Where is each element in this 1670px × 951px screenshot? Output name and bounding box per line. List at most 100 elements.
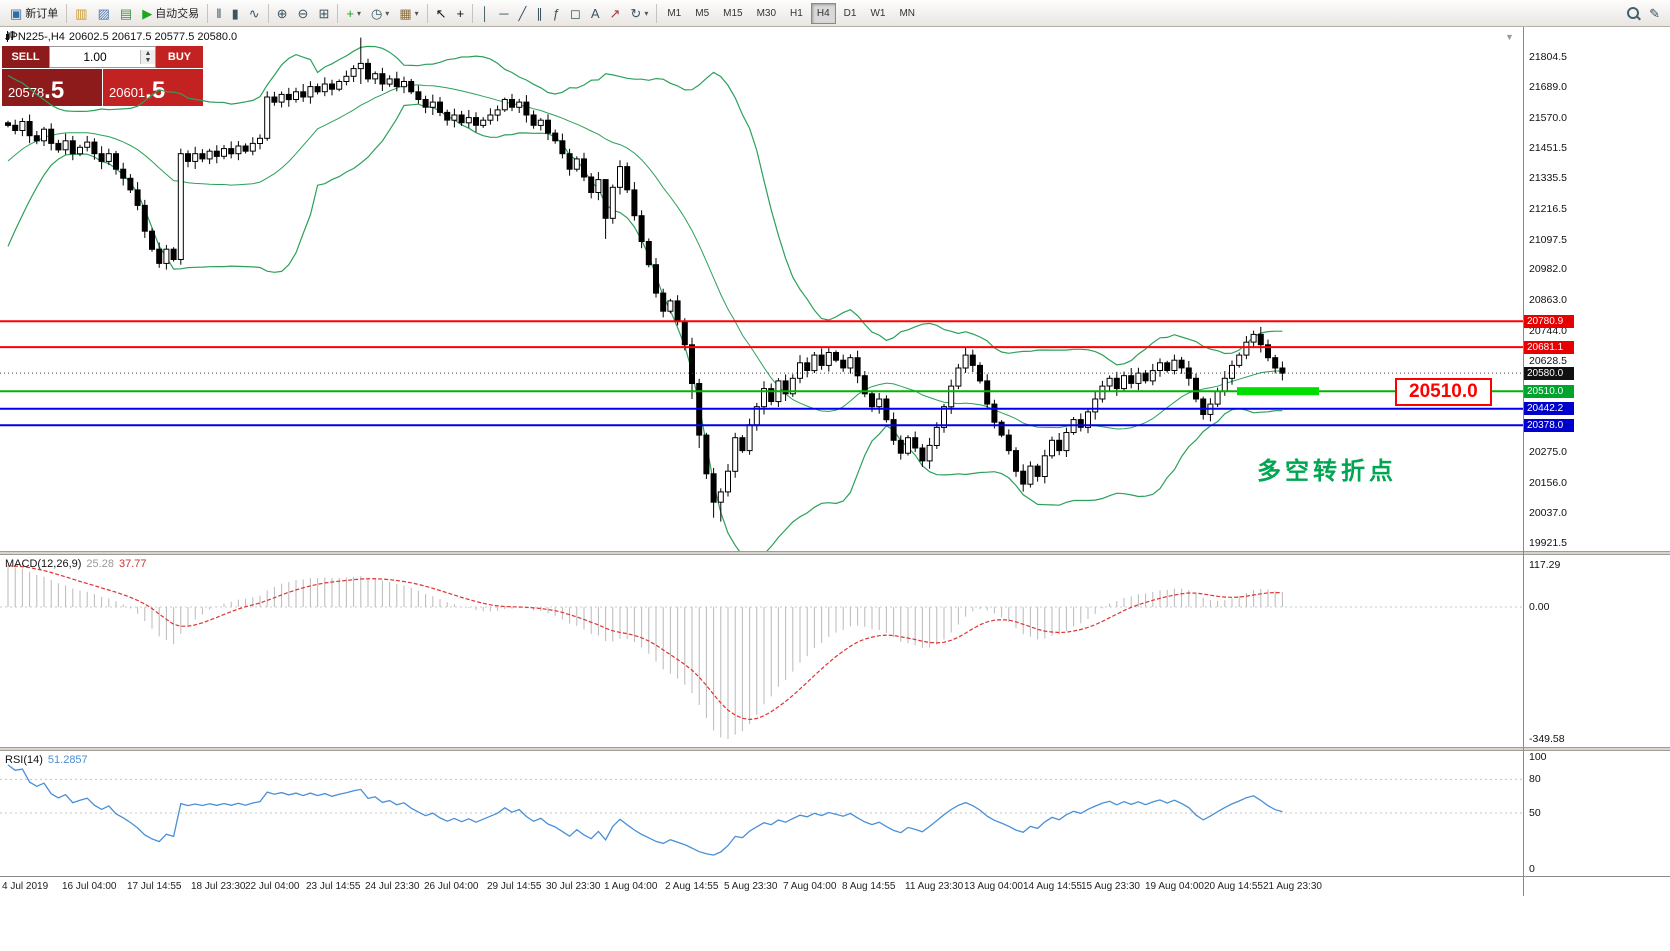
toolbar: ▣ 新订单 ▥ ▨ ▤ ▶ 自动交易 ‖ ▮ ∿ ⊕ ⊖ ⊞ + ▾ ◷ ▾ ▦ ▾ ↖ + │ ─ ╱ ∥ ƒ ◻ A ↗ ↻ ▾ M1 M5… — [0, 0, 1670, 27]
main-price-panel[interactable]: JPN225-,H4 20602.5 20617.5 20577.5 20580… — [0, 27, 1670, 551]
time-axis-label: 8 Aug 14:55 — [842, 881, 896, 892]
timeframe-m1[interactable]: M1 — [667, 7, 682, 19]
bollinger-bands — [7, 45, 1283, 551]
line-chart-icon: ∿ — [248, 5, 260, 21]
text-icon: A — [590, 5, 600, 21]
volume-up-icon[interactable]: ▲ — [141, 50, 155, 57]
buy-price-main: 20601 — [109, 85, 146, 100]
volume-stepper[interactable]: ▲ ▼ — [140, 50, 155, 64]
volume-field[interactable]: ▲ ▼ — [49, 46, 156, 68]
new-order-icon: ▣ — [10, 5, 23, 21]
charts-button[interactable]: ▨ — [93, 2, 115, 25]
panel-splitter[interactable] — [0, 551, 1670, 555]
timeframe-m30[interactable]: M30 — [756, 7, 777, 19]
macd-histogram — [7, 565, 1283, 739]
trendline-button[interactable]: ╱ — [513, 2, 531, 25]
chart-window[interactable]: JPN225-,H4 20602.5 20617.5 20577.5 20580… — [0, 27, 1670, 951]
zoom-in-icon: ⊕ — [276, 5, 288, 21]
candlestick-button[interactable]: ▮ — [227, 2, 244, 25]
time-axis-label: 4 Jul 2019 — [2, 881, 49, 892]
timeframe-d1[interactable]: D1 — [843, 7, 857, 19]
timeframe-w1[interactable]: W1 — [870, 7, 886, 19]
one-click-trading-panel[interactable]: SELL ▲ ▼ BUY 20578 .5 20601 .5 — [2, 46, 203, 106]
bar-chart-button[interactable]: ‖ — [211, 2, 226, 25]
macd-canvas[interactable] — [0, 555, 1523, 747]
tile-windows-button[interactable]: ⊞ — [313, 2, 334, 25]
time-axis-label: 1 Aug 04:00 — [604, 881, 658, 892]
cursor-icon: ↖ — [435, 5, 447, 21]
time-axis-label: 20 Aug 14:55 — [1204, 881, 1263, 892]
macd-signal-value: 37.77 — [118, 558, 147, 570]
toolbar-separator — [656, 3, 658, 23]
rsi-panel[interactable]: RSI(14) 51.2857 — [0, 751, 1670, 876]
sell-price[interactable]: 20578 .5 — [2, 69, 102, 106]
shapes-icon: ◻ — [570, 5, 581, 21]
zoom-in-button[interactable]: ⊕ — [272, 2, 293, 25]
quick-edit-button[interactable]: ✎ — [1644, 2, 1665, 25]
text-button[interactable]: A — [586, 2, 605, 25]
line-chart-button[interactable]: ∿ — [244, 2, 265, 25]
time-axis-label: 14 Aug 14:55 — [1023, 881, 1082, 892]
macd-panel[interactable]: MACD(12,26,9) 25.28 37.77 — [0, 555, 1670, 747]
rsi-name: RSI(14) — [5, 754, 43, 766]
cursor-button[interactable]: ↖ — [431, 2, 452, 25]
buy-price[interactable]: 20601 .5 — [103, 69, 203, 106]
main-chart-canvas[interactable] — [0, 27, 1523, 551]
rsi-header: RSI(14) 51.2857 — [5, 754, 88, 766]
symbol-icon — [6, 31, 15, 42]
profiles-button[interactable]: ▥ — [70, 2, 92, 25]
horizontal-levels[interactable] — [0, 320, 1523, 427]
indicators-button[interactable]: + ▾ — [346, 5, 361, 21]
new-order-button[interactable]: ▣ 新订单 — [10, 5, 59, 21]
panel-splitter[interactable] — [0, 747, 1670, 751]
volume-input[interactable] — [50, 49, 140, 65]
turning-point-label[interactable]: 多空转折点 — [1257, 458, 1397, 485]
timeframe-h4[interactable]: H4 — [810, 2, 836, 24]
buy-button[interactable]: BUY — [156, 46, 203, 68]
time-axis-label: 18 Jul 23:30 — [191, 881, 246, 892]
timeframe-m5[interactable]: M5 — [695, 7, 710, 19]
autotrading-button[interactable]: ▶ 自动交易 — [142, 5, 200, 21]
trendline-icon: ╱ — [518, 5, 527, 21]
cycles-icon: ↻ — [630, 5, 642, 21]
rsi-canvas[interactable] — [0, 751, 1523, 876]
data-window-icon: ▤ — [119, 5, 133, 21]
time-axis[interactable]: 4 Jul 2019 16 Jul 04:00 17 Jul 14:55 18 Jul… — [0, 876, 1670, 897]
time-axis-label: 2 Aug 14:55 — [665, 881, 719, 892]
arrow-button[interactable]: ↗ — [605, 2, 626, 25]
search-icon — [1627, 7, 1640, 19]
sell-button[interactable]: SELL — [2, 46, 49, 68]
time-axis-label: 15 Aug 23:30 — [1081, 881, 1140, 892]
search-button[interactable] — [1622, 2, 1644, 25]
zoom-out-button[interactable]: ⊖ — [293, 2, 314, 25]
volume-down-icon[interactable]: ▼ — [141, 57, 155, 64]
toolbar-separator — [426, 3, 428, 23]
horizontal-line-icon: ─ — [499, 5, 509, 21]
tile-windows-icon: ⊞ — [318, 5, 330, 21]
horizontal-line-button[interactable]: ─ — [494, 2, 513, 25]
price-callout-label[interactable]: 20510.0 — [1395, 378, 1492, 406]
time-axis-label: 29 Jul 14:55 — [487, 881, 542, 892]
timeframe-m15[interactable]: M15 — [723, 7, 743, 19]
crosshair-button[interactable]: + — [452, 2, 470, 25]
templates-icon: ▦ — [399, 5, 412, 21]
time-axis-label: 11 Aug 23:30 — [905, 881, 964, 892]
templates-button[interactable]: ▦ ▾ — [399, 5, 419, 21]
time-axis-label: 22 Jul 04:00 — [245, 881, 300, 892]
fibonacci-button[interactable]: ƒ — [548, 2, 565, 25]
shapes-button[interactable]: ◻ — [565, 2, 586, 25]
channel-button[interactable]: ∥ — [531, 2, 548, 25]
data-window-button[interactable]: ▤ — [115, 2, 137, 25]
timeframe-mn[interactable]: MN — [899, 7, 915, 19]
profiles-icon: ▥ — [75, 5, 88, 21]
timeframe-h1[interactable]: H1 — [790, 7, 803, 19]
autotrading-icon: ▶ — [142, 5, 153, 21]
symbol-ohlc-line: JPN225-,H4 20602.5 20617.5 20577.5 20580… — [5, 31, 237, 43]
toolbar-separator — [267, 3, 269, 23]
macd-signal-line — [7, 565, 1283, 721]
support-highlight-segment[interactable] — [1237, 387, 1319, 396]
chart-shift-marker: ▼ — [1505, 32, 1514, 42]
periods-button[interactable]: ◷ ▾ — [370, 5, 390, 21]
vertical-line-button[interactable]: │ — [476, 2, 494, 25]
cycles-button[interactable]: ↻ ▾ — [630, 5, 649, 21]
